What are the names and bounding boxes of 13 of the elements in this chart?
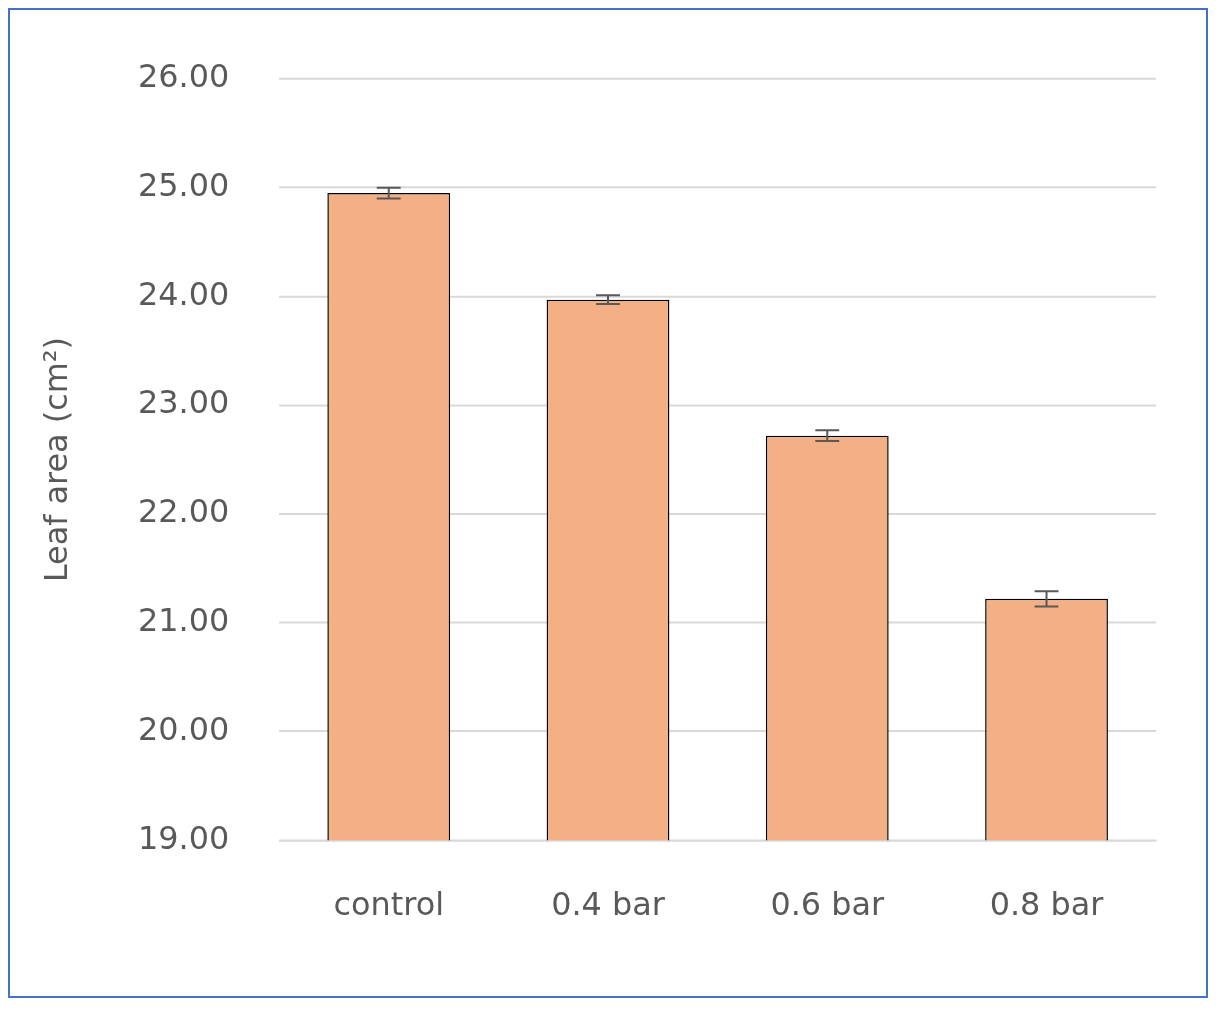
- y-tick-label: 24.00: [137, 274, 230, 313]
- x-tick-label: 0.6 bar: [770, 885, 886, 924]
- x-tick-label: 0.8 bar: [989, 885, 1105, 924]
- y-tick-label: 21.00: [137, 601, 230, 639]
- y-tick-label: 23.00: [137, 383, 230, 422]
- x-tick-label: 0.4 bar: [551, 885, 666, 924]
- y-tick-label: 22.00: [137, 492, 230, 531]
- y-tick-label: 20.00: [137, 709, 230, 748]
- y-tick-label: 25.00: [137, 165, 230, 204]
- y-tick-label: 26.00: [137, 57, 230, 96]
- y-axis-title: Leaf area (cm²): [37, 337, 76, 583]
- x-tick-label: control: [333, 885, 445, 924]
- y-tick-label: 19.00: [137, 818, 230, 857]
